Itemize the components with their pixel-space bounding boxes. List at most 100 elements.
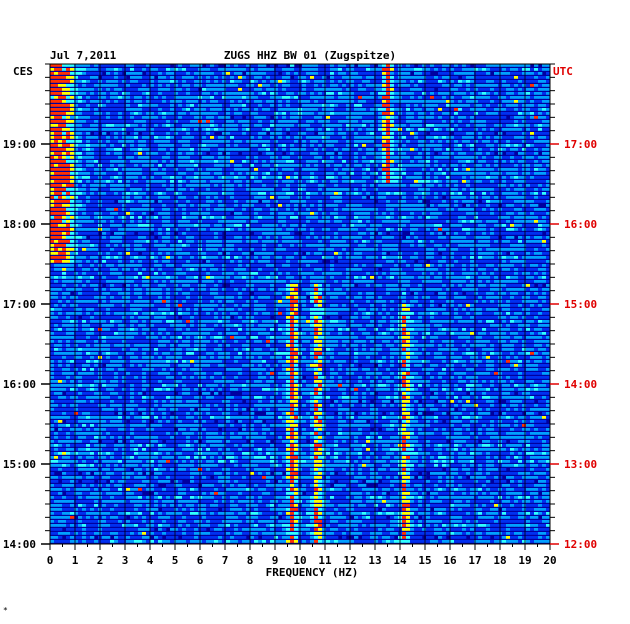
heatmap-cell bbox=[338, 148, 343, 151]
heatmap-cell bbox=[86, 192, 91, 195]
heatmap-cell bbox=[218, 116, 223, 119]
heatmap-cell bbox=[270, 180, 275, 183]
heatmap-cell bbox=[190, 168, 195, 171]
heatmap-cell bbox=[258, 92, 263, 95]
heatmap-cell bbox=[66, 132, 71, 135]
heatmap-cell bbox=[454, 164, 459, 167]
heatmap-cell bbox=[494, 88, 499, 91]
heatmap-cell bbox=[70, 176, 75, 179]
heatmap-cell bbox=[114, 104, 119, 107]
heatmap-cell bbox=[54, 64, 59, 67]
heatmap-cell bbox=[322, 76, 327, 79]
heatmap-cell bbox=[494, 200, 499, 203]
heatmap-cell bbox=[230, 92, 235, 95]
heatmap-cell bbox=[186, 116, 191, 119]
heatmap-cell bbox=[178, 84, 183, 87]
heatmap-cell bbox=[426, 196, 431, 199]
heatmap-cell bbox=[510, 64, 515, 67]
heatmap-cell bbox=[58, 196, 63, 199]
heatmap-cell bbox=[310, 68, 315, 71]
heatmap-cell bbox=[530, 200, 535, 203]
heatmap-cell bbox=[282, 112, 287, 115]
heatmap-cell bbox=[234, 200, 239, 203]
heatmap-cell bbox=[526, 176, 531, 179]
heatmap-cell bbox=[162, 72, 167, 75]
heatmap-cell bbox=[294, 168, 299, 171]
heatmap-cell bbox=[114, 208, 119, 211]
heatmap-cell bbox=[86, 116, 91, 119]
heatmap-cell bbox=[262, 68, 267, 71]
heatmap-cell bbox=[374, 108, 379, 111]
heatmap-cell bbox=[246, 100, 251, 103]
heatmap-cell bbox=[194, 176, 199, 179]
heatmap-cell bbox=[202, 184, 207, 187]
heatmap-cell bbox=[242, 96, 247, 99]
heatmap-cell bbox=[286, 76, 291, 79]
heatmap-cell bbox=[458, 80, 463, 83]
heatmap-cell bbox=[446, 172, 451, 175]
heatmap-cell bbox=[218, 136, 223, 139]
heatmap-cell bbox=[394, 200, 399, 203]
heatmap-cell bbox=[66, 188, 71, 191]
heatmap-cell bbox=[214, 220, 219, 223]
heatmap-cell bbox=[142, 124, 147, 127]
heatmap-cell bbox=[366, 208, 371, 211]
heatmap-cell bbox=[306, 220, 311, 223]
heatmap-cell bbox=[210, 184, 215, 187]
heatmap-cell bbox=[178, 88, 183, 91]
heatmap-cell bbox=[478, 68, 483, 71]
heatmap-cell bbox=[74, 76, 79, 79]
heatmap-cell bbox=[382, 132, 387, 135]
heatmap-cell bbox=[214, 172, 219, 175]
heatmap-cell bbox=[482, 104, 487, 107]
heatmap-cell bbox=[506, 172, 511, 175]
heatmap-cell bbox=[386, 128, 391, 131]
heatmap-cell bbox=[190, 108, 195, 111]
heatmap-cell bbox=[494, 192, 499, 195]
heatmap-cell bbox=[346, 136, 351, 139]
heatmap-cell bbox=[266, 80, 271, 83]
heatmap-cell bbox=[262, 208, 267, 211]
heatmap-cell bbox=[282, 204, 287, 207]
heatmap-cell bbox=[126, 88, 131, 91]
heatmap-cell bbox=[486, 92, 491, 95]
heatmap-cell bbox=[422, 116, 427, 119]
heatmap-cell bbox=[166, 212, 171, 215]
heatmap-cell bbox=[458, 112, 463, 115]
heatmap-cell bbox=[454, 212, 459, 215]
heatmap-cell bbox=[322, 172, 327, 175]
heatmap-cell bbox=[530, 84, 535, 87]
heatmap-cell bbox=[462, 208, 467, 211]
heatmap-cell bbox=[126, 224, 131, 227]
heatmap-cell bbox=[254, 76, 259, 79]
heatmap-cell bbox=[334, 144, 339, 147]
heatmap-cell bbox=[462, 152, 467, 155]
heatmap-cell bbox=[122, 224, 127, 227]
heatmap-cell bbox=[158, 136, 163, 139]
heatmap-cell bbox=[338, 188, 343, 191]
heatmap-cell bbox=[542, 168, 547, 171]
heatmap-cell bbox=[426, 188, 431, 191]
heatmap-cell bbox=[530, 192, 535, 195]
heatmap-cell bbox=[182, 224, 187, 227]
heatmap-cell bbox=[242, 224, 247, 227]
heatmap-cell bbox=[466, 116, 471, 119]
heatmap-cell bbox=[426, 180, 431, 183]
heatmap-cell bbox=[134, 172, 139, 175]
heatmap-cell bbox=[210, 160, 215, 163]
heatmap-cell bbox=[506, 212, 511, 215]
heatmap-cell bbox=[318, 196, 323, 199]
heatmap-cell bbox=[518, 100, 523, 103]
heatmap-cell bbox=[122, 132, 127, 135]
heatmap-cell bbox=[314, 152, 319, 155]
heatmap-cell bbox=[50, 76, 55, 79]
heatmap-cell bbox=[526, 156, 531, 159]
heatmap-cell bbox=[114, 204, 119, 207]
heatmap-cell bbox=[222, 92, 227, 95]
heatmap-cell bbox=[530, 208, 535, 211]
heatmap-cell bbox=[422, 196, 427, 199]
heatmap-cell bbox=[502, 196, 507, 199]
heatmap-cell bbox=[418, 168, 423, 171]
heatmap-cell bbox=[258, 140, 263, 143]
heatmap-cell bbox=[262, 152, 267, 155]
